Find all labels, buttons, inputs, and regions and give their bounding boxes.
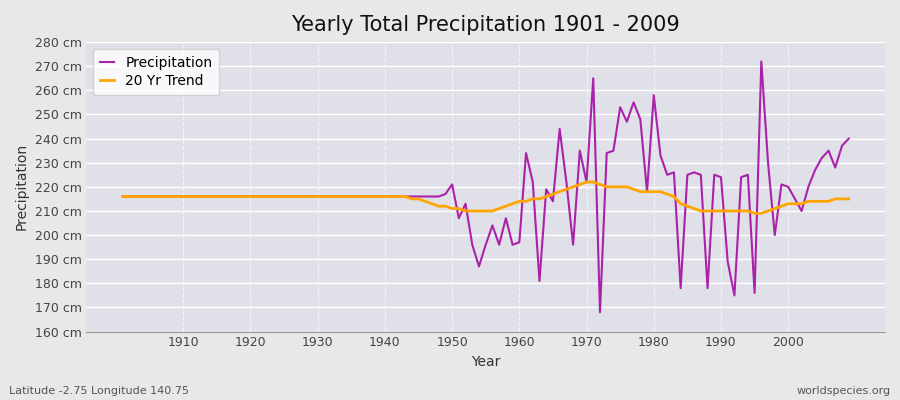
20 Yr Trend: [117, 194, 128, 199]
Precipitation: [171, 194, 182, 199]
Line: Precipitation: Precipitation: [122, 62, 849, 312]
Title: Yearly Total Precipitation 1901 - 2009: Yearly Total Precipitation 1901 - 2009: [292, 15, 680, 35]
20 Yr Trend: [601, 184, 612, 189]
Precipitation: [601, 151, 612, 156]
X-axis label: Year: Year: [471, 355, 500, 369]
Text: Latitude -2.75 Longitude 140.75: Latitude -2.75 Longitude 140.75: [9, 386, 189, 396]
Precipitation: [117, 194, 128, 199]
20 Yr Trend: [319, 194, 329, 199]
20 Yr Trend: [514, 199, 525, 204]
20 Yr Trend: [843, 196, 854, 201]
20 Yr Trend: [171, 194, 182, 199]
20 Yr Trend: [749, 211, 760, 216]
Precipitation: [359, 194, 370, 199]
Text: worldspecies.org: worldspecies.org: [796, 386, 891, 396]
20 Yr Trend: [581, 180, 592, 184]
Y-axis label: Precipitation: Precipitation: [15, 143, 29, 230]
Precipitation: [514, 240, 525, 245]
Precipitation: [595, 310, 606, 315]
Precipitation: [843, 136, 854, 141]
Precipitation: [319, 194, 329, 199]
Precipitation: [508, 242, 518, 247]
Precipitation: [756, 59, 767, 64]
20 Yr Trend: [359, 194, 370, 199]
Line: 20 Yr Trend: 20 Yr Trend: [122, 182, 849, 213]
20 Yr Trend: [508, 201, 518, 206]
Legend: Precipitation, 20 Yr Trend: Precipitation, 20 Yr Trend: [94, 49, 220, 95]
